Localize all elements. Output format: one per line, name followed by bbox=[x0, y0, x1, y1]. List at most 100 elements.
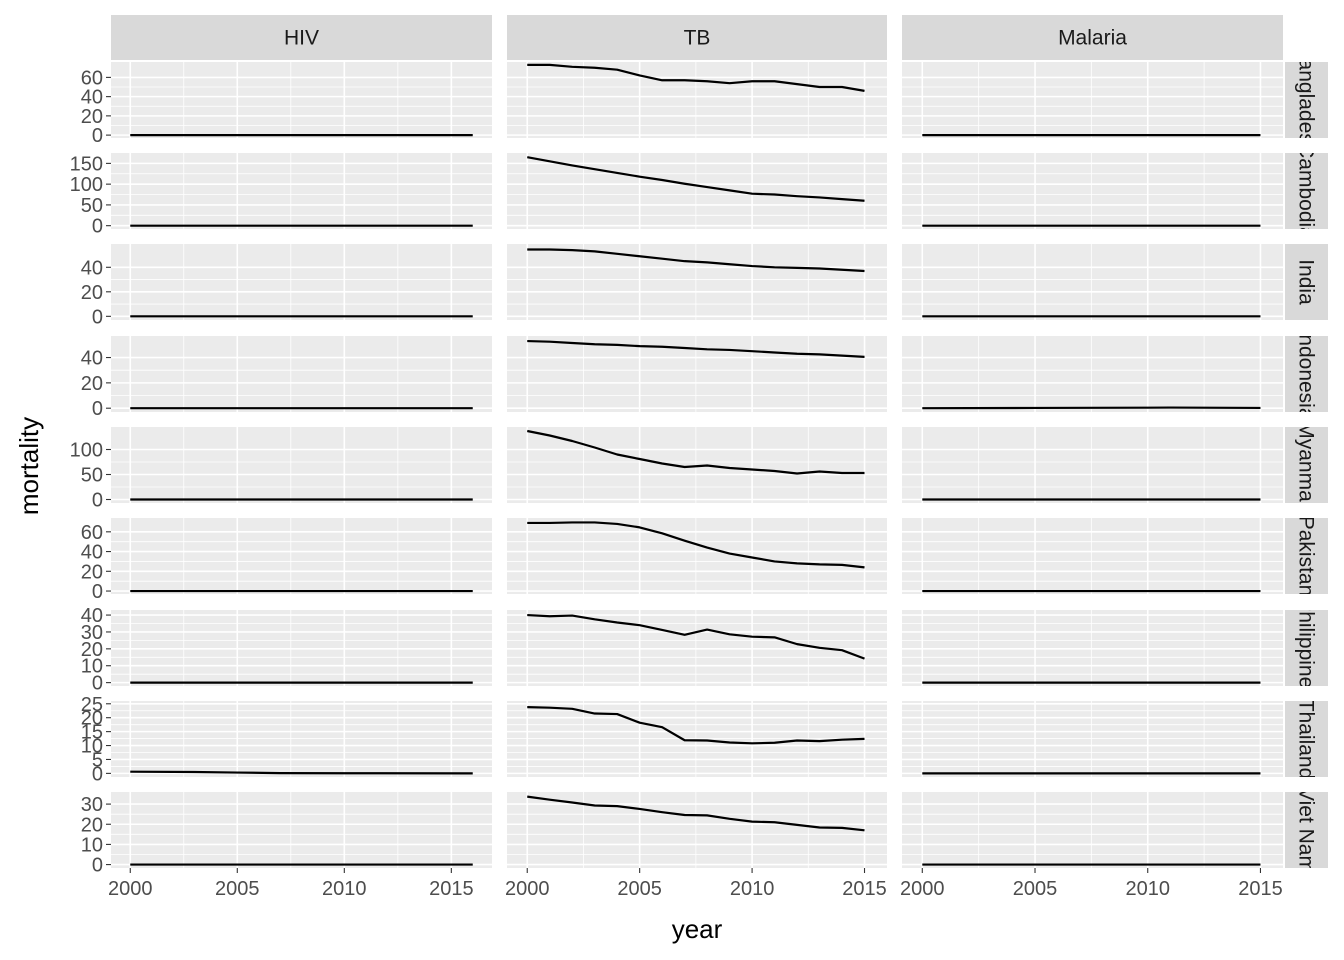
panel-indonesia-tb bbox=[507, 336, 887, 412]
row-strip-label-group: Indonesia bbox=[1295, 336, 1318, 412]
row-strip-pakistan bbox=[1285, 518, 1328, 594]
panel-thailand-hiv bbox=[111, 701, 492, 777]
y-tick-label: 0 bbox=[92, 306, 103, 328]
panel-pakistan-tb bbox=[507, 518, 887, 594]
series-line-tb bbox=[527, 156, 865, 202]
x-axis-title: year bbox=[672, 914, 723, 944]
panel-background bbox=[111, 610, 492, 686]
x-tick-label: 2010 bbox=[1125, 878, 1170, 900]
row-strip-label-group: Myanmar bbox=[1295, 427, 1318, 503]
panel-cambodia-tb bbox=[507, 153, 887, 229]
panel-pakistan-hiv bbox=[111, 518, 492, 594]
panel-viet-nam-tb bbox=[507, 792, 887, 868]
y-tick-label: 10 bbox=[81, 834, 103, 856]
panel-bangladesh-hiv bbox=[111, 62, 492, 138]
x-tick-label: 2010 bbox=[730, 878, 775, 900]
y-tick-label: 10 bbox=[81, 736, 103, 758]
y-tick-label: 30 bbox=[81, 622, 103, 644]
panel-background bbox=[111, 244, 492, 320]
row-strip-label-group: Cambodia bbox=[1295, 143, 1318, 239]
panel-background bbox=[507, 518, 887, 594]
y-tick-label: 60 bbox=[81, 522, 103, 544]
y-tick-label: 30 bbox=[81, 794, 103, 816]
y-tick-label: 0 bbox=[92, 490, 103, 512]
y-tick-label: 150 bbox=[70, 153, 103, 175]
y-tick-label: 20 bbox=[81, 708, 103, 730]
x-tick-label: 2000 bbox=[900, 878, 945, 900]
y-tick-label: 20 bbox=[81, 561, 103, 583]
panel-background bbox=[507, 336, 887, 412]
panel-viet-nam-malaria bbox=[902, 792, 1283, 868]
y-tick-label: 5 bbox=[92, 749, 103, 771]
y-tick-label: 20 bbox=[81, 639, 103, 661]
series-line-tb bbox=[527, 339, 865, 358]
panel-philippines-hiv bbox=[111, 610, 492, 686]
panel-background bbox=[902, 518, 1283, 594]
series-line-tb bbox=[527, 63, 865, 92]
panel-india-tb bbox=[507, 244, 887, 320]
panel-indonesia-malaria bbox=[902, 336, 1283, 412]
panel-background bbox=[111, 701, 492, 777]
panel-background bbox=[902, 244, 1283, 320]
x-tick-label: 2005 bbox=[617, 878, 662, 900]
panel-cambodia-malaria bbox=[902, 153, 1283, 229]
row-strip-viet-nam bbox=[1285, 792, 1328, 868]
panel-philippines-tb bbox=[507, 610, 887, 686]
panel-indonesia-hiv bbox=[111, 336, 492, 412]
y-tick-label: 10 bbox=[81, 656, 103, 678]
series-line-malaria bbox=[922, 406, 1261, 410]
panel-pakistan-malaria bbox=[902, 518, 1283, 594]
column-strip-label: HIV bbox=[284, 27, 319, 50]
panel-background bbox=[111, 336, 492, 412]
x-tick-label: 2015 bbox=[1238, 878, 1283, 900]
x-tick-label: 2005 bbox=[1013, 878, 1058, 900]
row-strip-label-group: Philippines bbox=[1295, 610, 1318, 686]
column-strip-malaria bbox=[902, 15, 1283, 60]
row-strip-label-group: Viet Nam bbox=[1295, 792, 1318, 868]
y-tick-label: 40 bbox=[81, 257, 103, 279]
panel-background bbox=[111, 427, 492, 503]
x-tick-label: 2000 bbox=[108, 878, 153, 900]
panel-thailand-tb bbox=[507, 701, 887, 777]
y-tick-label: 0 bbox=[92, 763, 103, 785]
row-strip-label: Bangladesh bbox=[1295, 45, 1318, 156]
panel-thailand-malaria bbox=[902, 701, 1283, 777]
x-tick-label: 2015 bbox=[842, 878, 887, 900]
row-strip-label-group: Pakistan bbox=[1295, 516, 1318, 597]
row-strip-label-group: India bbox=[1295, 259, 1318, 305]
panel-myanmar-hiv bbox=[111, 427, 492, 503]
row-strip-myanmar bbox=[1285, 427, 1328, 503]
panel-background bbox=[902, 62, 1283, 138]
y-tick-label: 15 bbox=[81, 722, 103, 744]
panel-bangladesh-malaria bbox=[902, 62, 1283, 138]
column-strip-label: TB bbox=[684, 27, 711, 50]
y-tick-label: 0 bbox=[92, 673, 103, 695]
row-strip-bangladesh bbox=[1285, 62, 1328, 138]
row-strip-label: Pakistan bbox=[1295, 516, 1318, 597]
column-strip-hiv bbox=[111, 15, 492, 60]
y-tick-label: 0 bbox=[92, 581, 103, 603]
panel-india-hiv bbox=[111, 244, 492, 320]
y-tick-label: 100 bbox=[70, 174, 103, 196]
panel-background bbox=[902, 701, 1283, 777]
panel-bangladesh-tb bbox=[507, 62, 887, 138]
panel-background bbox=[507, 701, 887, 777]
panel-background bbox=[111, 153, 492, 229]
row-strip-label: Cambodia bbox=[1295, 143, 1318, 239]
row-strip-philippines bbox=[1285, 610, 1328, 686]
y-tick-label: 40 bbox=[81, 87, 103, 109]
y-tick-label: 100 bbox=[70, 440, 103, 462]
y-tick-label: 40 bbox=[81, 348, 103, 370]
series-line-tb bbox=[527, 706, 865, 745]
column-strip-tb bbox=[507, 15, 887, 60]
y-tick-label: 20 bbox=[81, 282, 103, 304]
y-tick-label: 20 bbox=[81, 106, 103, 128]
y-tick-label: 0 bbox=[92, 398, 103, 420]
y-tick-label: 60 bbox=[81, 67, 103, 89]
panel-background bbox=[111, 518, 492, 594]
series-line-tb bbox=[527, 613, 865, 660]
panel-myanmar-malaria bbox=[902, 427, 1283, 503]
row-strip-thailand bbox=[1285, 701, 1328, 777]
row-strip-indonesia bbox=[1285, 336, 1328, 412]
